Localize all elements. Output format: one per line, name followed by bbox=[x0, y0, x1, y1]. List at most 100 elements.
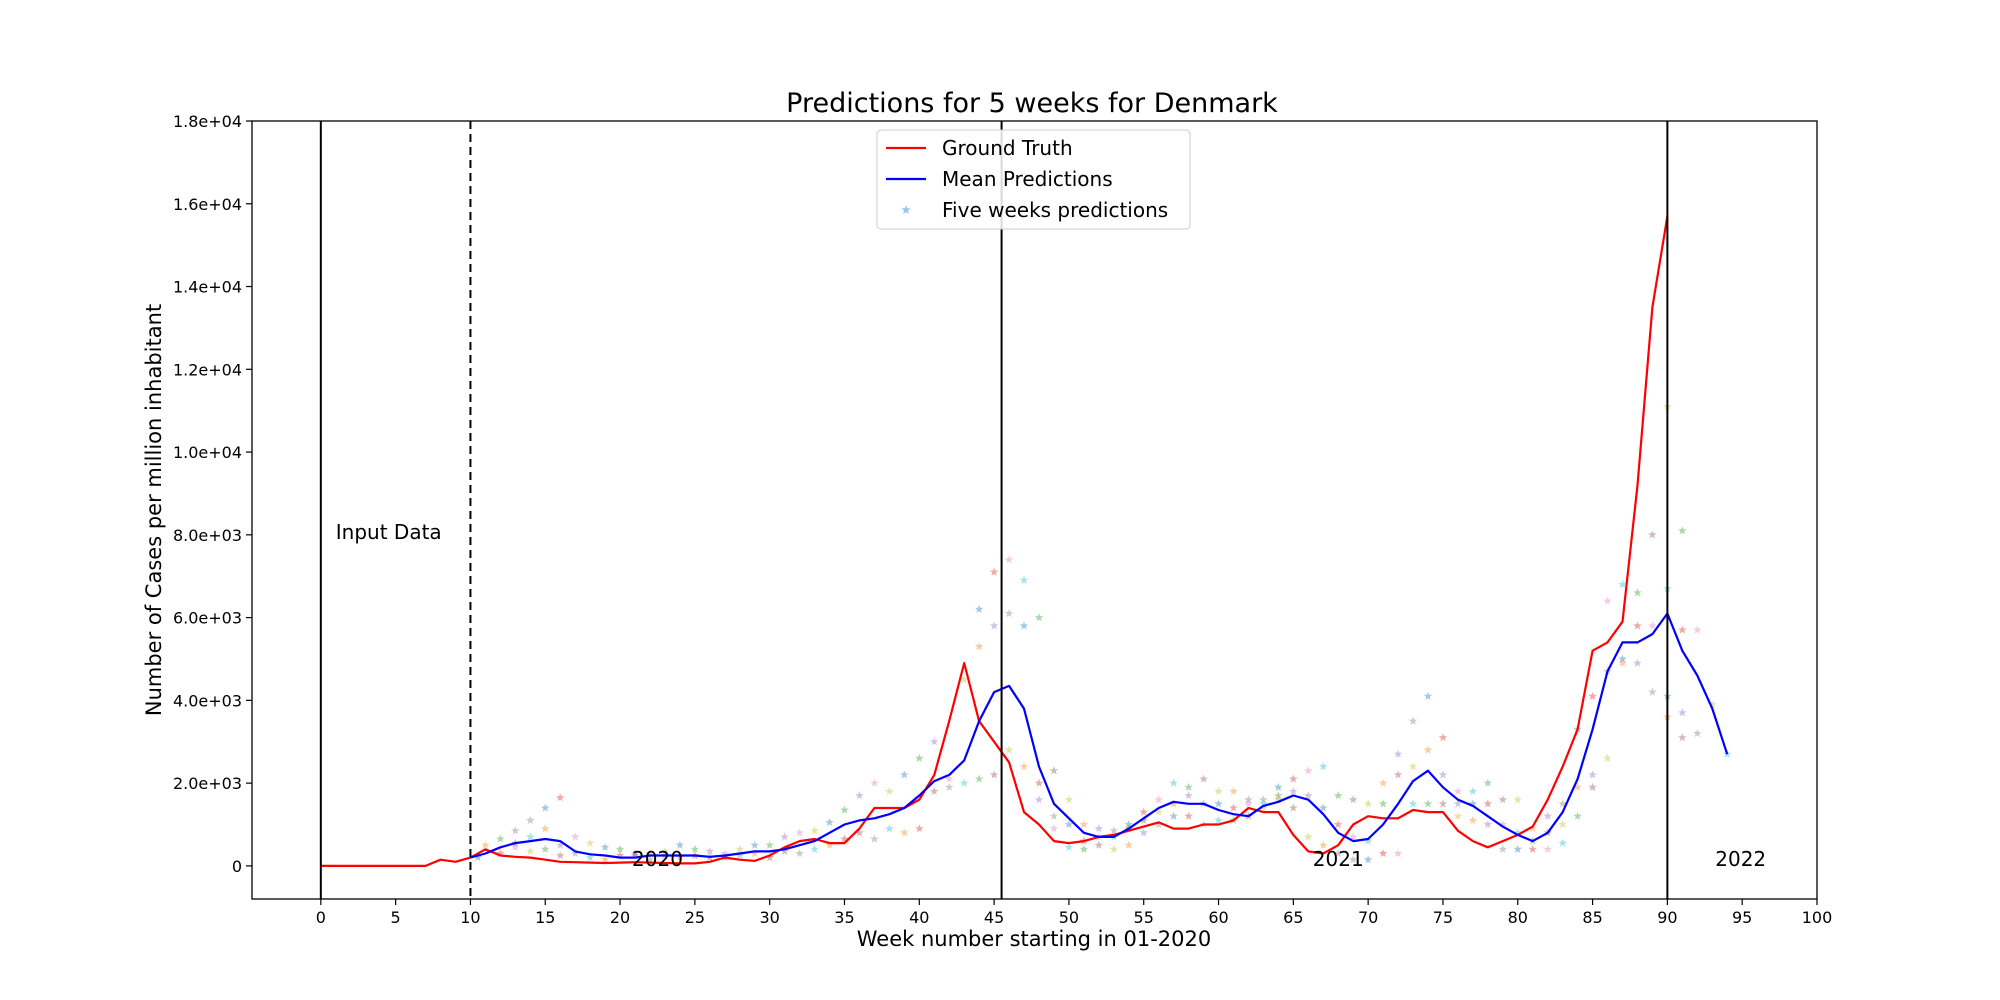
prediction-point bbox=[1543, 811, 1552, 820]
prediction-point bbox=[1064, 820, 1074, 829]
prediction-point bbox=[1049, 766, 1059, 775]
prediction-point bbox=[1618, 658, 1627, 667]
prediction-point bbox=[1573, 811, 1582, 820]
x-tick-label: 25 bbox=[685, 908, 705, 927]
prediction-point bbox=[1378, 799, 1388, 808]
y-tick-label: 8.0e+03 bbox=[173, 526, 242, 545]
prediction-point bbox=[1229, 786, 1238, 795]
prediction-point bbox=[1004, 555, 1014, 564]
prediction-point bbox=[526, 832, 535, 841]
prediction-point bbox=[1453, 811, 1463, 820]
x-tick-label: 5 bbox=[391, 908, 401, 927]
prediction-point bbox=[1304, 766, 1313, 775]
prediction-point bbox=[1169, 778, 1178, 787]
prediction-point bbox=[930, 786, 939, 795]
series-line-ground-truth bbox=[320, 216, 1669, 867]
prediction-point bbox=[1393, 749, 1403, 758]
prediction-point bbox=[1348, 832, 1358, 841]
prediction-point bbox=[1034, 613, 1044, 622]
prediction-point bbox=[615, 844, 625, 853]
prediction-point bbox=[1528, 844, 1537, 853]
prediction-point bbox=[511, 842, 520, 851]
chart-title: Predictions for 5 weeks for Denmark bbox=[786, 88, 1278, 119]
prediction-point bbox=[1393, 849, 1403, 858]
prediction-point bbox=[915, 753, 924, 762]
prediction-point bbox=[1184, 782, 1193, 791]
prediction-point bbox=[1498, 820, 1508, 829]
legend-label: Mean Predictions bbox=[942, 167, 1113, 191]
prediction-point bbox=[1184, 811, 1193, 820]
prediction-point bbox=[675, 840, 685, 849]
prediction-point bbox=[944, 782, 954, 791]
prediction-point bbox=[1214, 815, 1223, 824]
prediction-point bbox=[1453, 786, 1463, 795]
prediction-point bbox=[900, 770, 909, 779]
x-tick-label: 85 bbox=[1582, 908, 1602, 927]
prediction-point bbox=[1573, 782, 1582, 791]
prediction-point bbox=[1633, 621, 1642, 630]
prediction-point bbox=[555, 793, 565, 802]
prediction-point bbox=[1019, 762, 1029, 771]
prediction-point bbox=[900, 828, 909, 837]
prediction-point bbox=[1124, 820, 1133, 829]
prediction-point bbox=[1498, 795, 1508, 804]
prediction-point bbox=[1064, 842, 1074, 851]
legend-label: Ground Truth bbox=[942, 136, 1073, 160]
prediction-point bbox=[1483, 799, 1493, 808]
prediction-point bbox=[1678, 733, 1687, 742]
y-tick-label: 2.0e+03 bbox=[173, 774, 242, 793]
prediction-point bbox=[989, 567, 999, 576]
prediction-point bbox=[1513, 795, 1522, 804]
prediction-point bbox=[600, 855, 610, 864]
prediction-point bbox=[1259, 799, 1268, 808]
prediction-point bbox=[1678, 526, 1687, 535]
prediction-point bbox=[1543, 844, 1552, 853]
prediction-point bbox=[1363, 855, 1373, 864]
prediction-point bbox=[1019, 575, 1029, 584]
prediction-point bbox=[825, 817, 834, 827]
prediction-point bbox=[1049, 824, 1059, 833]
prediction-point bbox=[1588, 691, 1597, 700]
prediction-point bbox=[496, 849, 505, 858]
prediction-point bbox=[1259, 803, 1268, 812]
prediction-point bbox=[1408, 716, 1418, 725]
prediction-point bbox=[1423, 745, 1433, 754]
legend-box bbox=[876, 129, 1191, 230]
prediction-point bbox=[1244, 795, 1253, 804]
prediction-point bbox=[1154, 807, 1163, 816]
prediction-point bbox=[1468, 799, 1478, 808]
prediction-point bbox=[1244, 799, 1253, 808]
prediction-point bbox=[1438, 799, 1448, 808]
prediction-point bbox=[1678, 625, 1687, 634]
prediction-point bbox=[750, 840, 759, 849]
prediction-point bbox=[555, 851, 565, 860]
prediction-point bbox=[1319, 803, 1328, 812]
prediction-point bbox=[1618, 580, 1627, 589]
annotation-label: Input Data bbox=[336, 520, 442, 544]
y-axis-label: Number of Cases per million inhabitant bbox=[142, 304, 166, 716]
prediction-point bbox=[1378, 849, 1388, 858]
prediction-point bbox=[780, 846, 789, 856]
prediction-point bbox=[1483, 778, 1493, 787]
prediction-point bbox=[1139, 807, 1148, 816]
prediction-point bbox=[1588, 782, 1597, 791]
prediction-point bbox=[1408, 762, 1418, 771]
prediction-point bbox=[541, 844, 550, 853]
prediction-point bbox=[1513, 828, 1522, 837]
prediction-point bbox=[1423, 691, 1433, 700]
prediction-point bbox=[1498, 844, 1508, 853]
prediction-point bbox=[555, 840, 565, 849]
prediction-point bbox=[473, 853, 483, 862]
prediction-point bbox=[1333, 820, 1343, 829]
prediction-point bbox=[570, 849, 580, 858]
legend-swatch bbox=[901, 205, 911, 214]
prediction-point bbox=[944, 774, 954, 783]
annotation-label: 2022 bbox=[1715, 847, 1766, 871]
x-tick-label: 35 bbox=[834, 908, 854, 927]
prediction-point bbox=[765, 853, 774, 862]
prediction-point bbox=[1004, 745, 1014, 754]
prediction-point bbox=[974, 774, 984, 783]
prediction-point bbox=[795, 849, 804, 858]
prediction-point bbox=[511, 826, 520, 835]
x-tick-label: 100 bbox=[1802, 908, 1833, 927]
